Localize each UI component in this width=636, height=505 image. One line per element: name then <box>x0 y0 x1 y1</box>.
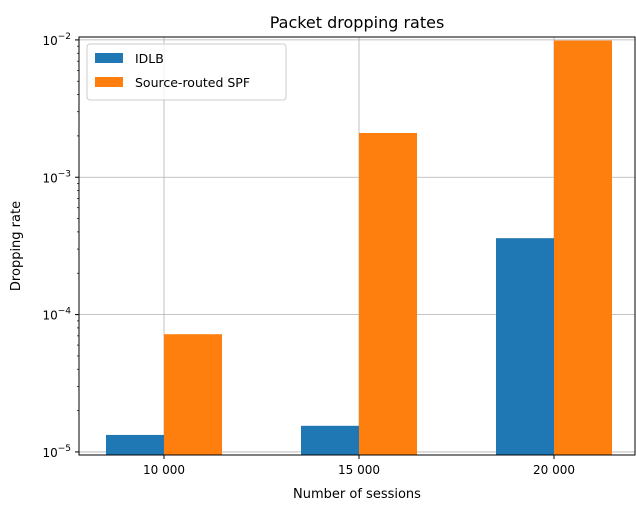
bars <box>106 40 612 455</box>
bar-idlb-1 <box>301 425 359 455</box>
y-axis-label: Dropping rate <box>9 201 24 291</box>
bar-idlb-2 <box>496 238 554 455</box>
x-axis-ticks: 10 000 15 000 20 000 <box>143 455 575 477</box>
legend: IDLB Source-routed SPF <box>86 43 287 101</box>
bar-spf-1 <box>359 132 417 455</box>
legend-swatch-spf <box>95 77 123 87</box>
legend-swatch-idlb <box>95 53 123 63</box>
y-tick-label: 10−4 <box>42 307 71 323</box>
plot-frame <box>78 36 636 456</box>
x-tick-label: 20 000 <box>533 463 575 477</box>
legend-label-idlb: IDLB <box>135 51 164 66</box>
y-axis-ticks: 10−5 10−4 10−3 10−2 <box>42 32 79 460</box>
bar-idlb-0 <box>106 434 164 455</box>
chart-title: Packet dropping rates <box>270 13 445 32</box>
legend-label-spf: Source-routed SPF <box>135 75 250 90</box>
x-tick-label: 10 000 <box>143 463 185 477</box>
x-axis-label: Number of sessions <box>293 487 421 502</box>
x-tick-label: 15 000 <box>338 463 380 477</box>
y-tick-label: 10−3 <box>42 169 71 185</box>
bar-spf-0 <box>164 334 222 455</box>
y-tick-label: 10−5 <box>42 444 71 460</box>
y-tick-label: 10−2 <box>42 32 71 48</box>
legend-box <box>86 43 287 101</box>
bar-spf-2 <box>554 40 612 455</box>
